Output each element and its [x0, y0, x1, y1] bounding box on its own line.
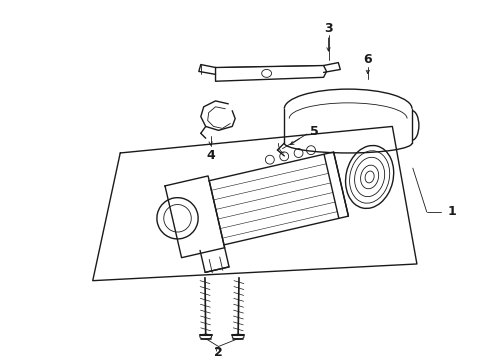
- Text: 2: 2: [214, 346, 223, 359]
- Text: 6: 6: [364, 53, 372, 66]
- Text: 5: 5: [310, 125, 318, 138]
- Text: 4: 4: [206, 149, 215, 162]
- Text: 1: 1: [448, 206, 457, 219]
- Text: 3: 3: [324, 22, 333, 35]
